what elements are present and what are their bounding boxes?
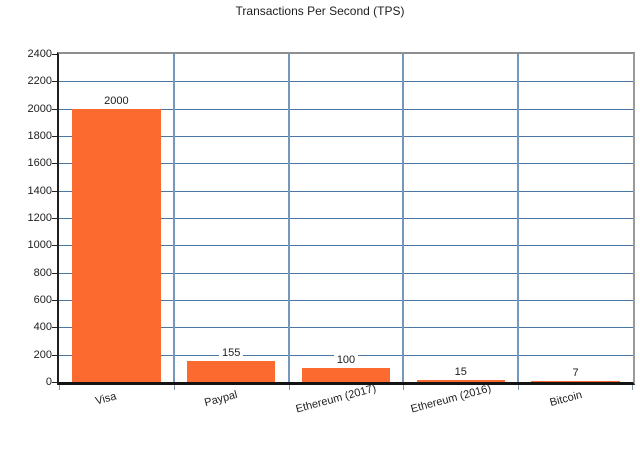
x-tick-mark <box>632 385 633 390</box>
bar <box>72 108 161 382</box>
x-tick-mark <box>59 385 60 390</box>
y-tick-label: 2400 <box>27 48 52 60</box>
x-tick-mark <box>403 385 405 390</box>
y-tick-label: 200 <box>33 348 52 361</box>
bar-value-label: 7 <box>518 367 633 380</box>
plot-area: 2000 155 100 15 7 <box>57 52 635 385</box>
y-tick-mark <box>52 190 57 192</box>
y-tick-label: 2000 <box>27 102 52 115</box>
y-tick-mark <box>52 382 57 383</box>
bar-column: 100 <box>289 54 404 382</box>
y-tick-mark <box>52 163 57 165</box>
category-separator <box>402 54 405 382</box>
bar-column: 7 <box>518 54 633 382</box>
y-tick-label: 2200 <box>27 75 52 88</box>
bar-column: 155 <box>174 54 289 382</box>
y-tick-label: 1400 <box>27 184 52 197</box>
y-tick-label: 400 <box>33 321 52 334</box>
y-tick-mark <box>52 136 57 137</box>
bar <box>531 381 620 382</box>
bar-value-label: 155 <box>174 346 289 360</box>
bar <box>416 379 505 382</box>
category-separator <box>517 54 520 382</box>
bar-column: 15 <box>403 54 518 382</box>
gridline <box>59 300 633 301</box>
category-separator <box>172 54 175 382</box>
gridline <box>59 327 633 329</box>
gridline <box>59 218 633 219</box>
gridline <box>59 272 633 274</box>
y-tick-mark <box>52 81 57 83</box>
gridline <box>59 163 633 165</box>
y-tick-label: 600 <box>33 294 52 306</box>
gridline <box>59 81 633 83</box>
y-tick-mark <box>52 327 57 329</box>
y-tick-mark <box>52 108 57 110</box>
x-tick-mark <box>518 385 520 390</box>
y-tick-label: 1200 <box>27 212 52 224</box>
bar <box>186 360 276 382</box>
y-tick-mark <box>52 245 57 247</box>
bar-value-label: 100 <box>289 354 404 367</box>
bar <box>301 368 391 382</box>
y-tick-mark <box>52 300 57 301</box>
gridline <box>59 108 633 110</box>
y-tick-label: 800 <box>33 266 52 279</box>
y-tick-mark <box>52 354 57 356</box>
gridline <box>59 136 633 137</box>
y-tick-label: 1800 <box>27 130 52 142</box>
x-tick-mark <box>288 385 290 390</box>
gridline <box>59 245 633 247</box>
y-tick-label: 1000 <box>27 239 52 252</box>
y-tick-mark <box>52 218 57 219</box>
category-separator <box>287 54 290 382</box>
gridline <box>59 190 633 192</box>
bar-column: 2000 <box>59 54 174 382</box>
x-tick-mark <box>173 385 175 390</box>
bar-value-label: 15 <box>403 365 518 379</box>
y-tick-mark <box>52 54 57 55</box>
y-tick-label: 0 <box>45 376 52 388</box>
chart-title: Transactions Per Second (TPS) <box>235 4 405 18</box>
bar-value-label: 2000 <box>59 94 174 108</box>
y-tick-mark <box>52 272 57 274</box>
y-tick-label: 1600 <box>27 157 52 170</box>
